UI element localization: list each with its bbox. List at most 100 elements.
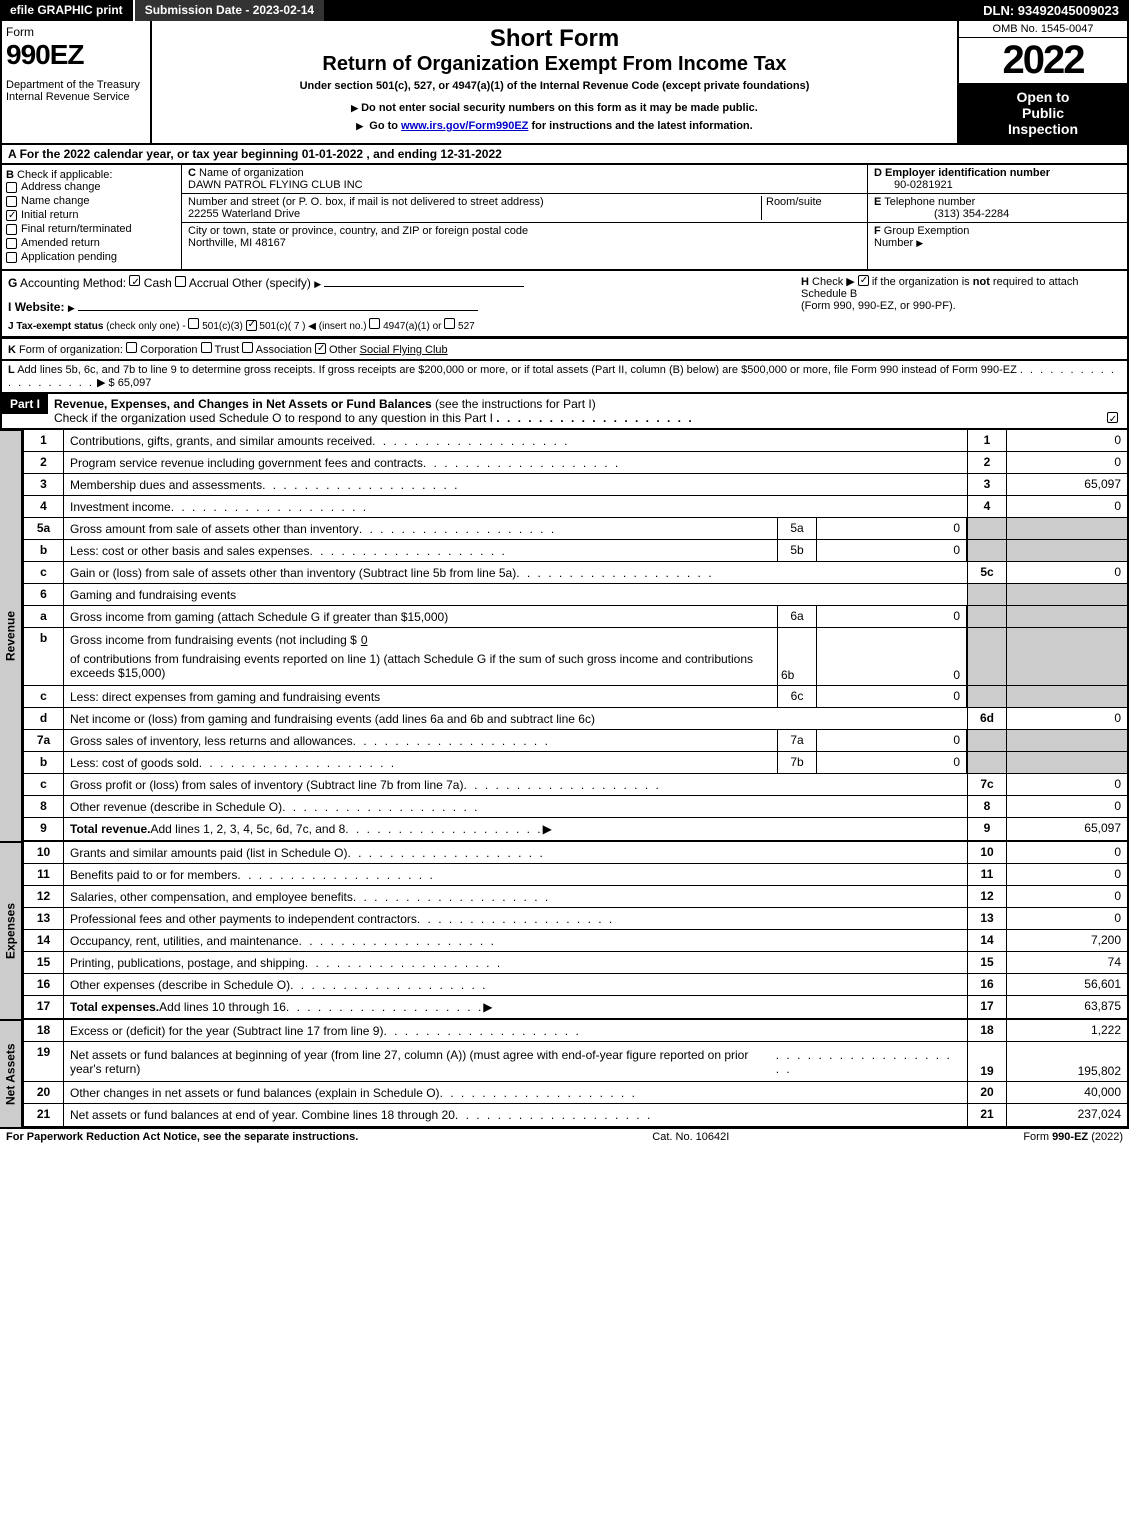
line-7b-no: b [24,752,64,773]
efile-print-button[interactable]: efile GRAPHIC print [0,0,135,21]
checkbox-assoc[interactable] [242,342,253,353]
form-label: Form [6,25,146,39]
inspect-line1: Open to [965,89,1121,105]
line-13-desc: Professional fees and other payments to … [70,912,417,926]
line-20-amt: 40,000 [1007,1082,1127,1103]
footer-right-bold: 990-EZ [1052,1131,1088,1143]
tax-year-range: For the 2022 calendar year, or tax year … [20,147,502,161]
line-1-no: 1 [24,430,64,451]
line-4-desc: Investment income [70,500,171,514]
arrow-icon [916,237,926,249]
line-4-no: 4 [24,496,64,517]
org-name: DAWN PATROL FLYING CLUB INC [188,179,363,191]
checkbox-address-change[interactable] [6,182,17,193]
line-1-desc: Contributions, gifts, grants, and simila… [70,434,372,448]
other-specify-input[interactable] [324,286,524,287]
line-5c-desc: Gain or (loss) from sale of assets other… [70,566,516,580]
checkbox-501c3[interactable] [188,318,199,329]
line-4-amt: 0 [1007,496,1127,517]
warn2-pre: Go to [369,120,401,132]
form-number: 990EZ [6,39,146,71]
inspect-line3: Inspection [965,121,1121,137]
line-5b-desc: Less: cost or other basis and sales expe… [70,544,309,558]
checkbox-corp[interactable] [126,342,137,353]
line-9-desc2: Add lines 1, 2, 3, 4, 5c, 6d, 7c, and 8 [150,822,345,836]
line-18-no: 18 [24,1020,64,1041]
irs-label: Internal Revenue Service [6,91,146,103]
org-address: 22255 Waterland Drive [188,208,300,220]
letter-a: A [8,147,16,161]
opt-501c: 501(c)( 7 ) [259,321,305,332]
line-5a-shaded [967,518,1007,539]
page-footer: For Paperwork Reduction Act Notice, see … [0,1128,1129,1145]
line-5c-amtno: 5c [967,562,1007,583]
line-5b-shaded [967,540,1007,561]
line-20-amtno: 20 [967,1082,1007,1103]
line-6-shaded [967,584,1007,605]
checkbox-527[interactable] [444,318,455,329]
line-19-no: 19 [24,1042,64,1081]
tax-year: 2022 [959,38,1127,83]
section-a: A For the 2022 calendar year, or tax yea… [0,145,1129,165]
line-6c-desc: Less: direct expenses from gaming and fu… [70,690,380,704]
footer-right: Form 990-EZ (2022) [1023,1131,1123,1143]
checkbox-schedule-b[interactable] [858,275,869,286]
line-21-desc: Net assets or fund balances at end of ye… [70,1108,455,1122]
gross-receipts-amount: $ 65,097 [109,377,152,389]
line-5a-subamt: 0 [817,518,967,539]
line-6c-subno: 6c [777,686,817,707]
checkbox-schedule-o[interactable] [1107,412,1118,423]
inspection-badge: Open to Public Inspection [959,83,1127,143]
checkbox-final-return[interactable] [6,224,17,235]
checkbox-4947[interactable] [369,318,380,329]
opt-amended-return: Amended return [21,237,100,249]
website-input[interactable] [78,310,478,311]
checkbox-other-org[interactable] [315,343,326,354]
line-14-amtno: 14 [967,930,1007,951]
opt-accrual: Accrual [189,276,229,290]
checkbox-trust[interactable] [201,342,212,353]
other-org-value: Social Flying Club [360,344,448,356]
line-10-desc: Grants and similar amounts paid (list in… [70,846,347,860]
line-7b-desc: Less: cost of goods sold [70,756,199,770]
line-3-amt: 65,097 [1007,474,1127,495]
warn2-post: for instructions and the latest informat… [528,120,752,132]
line-6a-shaded2 [1007,606,1127,627]
line-11-desc: Benefits paid to or for members [70,868,237,882]
expenses-tab: Expenses [0,842,22,1020]
letter-k: K [8,344,16,356]
h-text3: not [973,276,990,288]
line-6c-subamt: 0 [817,686,967,707]
short-form-title: Short Form [156,25,953,53]
line-6b-subamt: 0 [817,628,967,685]
line-13-amt: 0 [1007,908,1127,929]
checkbox-app-pending[interactable] [6,252,17,263]
line-8-amtno: 8 [967,796,1007,817]
dots-l21 [455,1108,652,1122]
line-13-no: 13 [24,908,64,929]
dots-l20 [440,1086,637,1100]
part-1-check-text: Check if the organization used Schedule … [54,411,493,425]
letter-j: J [8,321,14,332]
checkbox-accrual[interactable] [175,276,186,287]
warning-2: Go to www.irs.gov/Form990EZ for instruct… [156,120,953,132]
section-k: K Form of organization: Corporation Trus… [0,338,1129,361]
line-6a-subamt: 0 [817,606,967,627]
checkbox-amended-return[interactable] [6,238,17,249]
opt-cash: Cash [144,276,172,290]
line-7b-subno: 7b [777,752,817,773]
dots-l16 [290,978,487,992]
checkbox-initial-return[interactable] [6,210,17,221]
checkbox-501c[interactable] [246,320,257,331]
line-6b-desc1: Gross income from fundraising events (no… [70,633,357,647]
checkbox-cash[interactable] [129,275,140,286]
line-21-no: 21 [24,1104,64,1126]
irs-link[interactable]: www.irs.gov/Form990EZ [401,120,528,132]
line-17-desc: Total expenses. [70,1000,159,1014]
line-6b-val: 0 [357,633,372,647]
opt-initial-return: Initial return [21,209,78,221]
arrow-icon-3 [68,300,78,314]
line-5c-no: c [24,562,64,583]
line-6b-shaded [967,628,1007,685]
checkbox-name-change[interactable] [6,196,17,207]
